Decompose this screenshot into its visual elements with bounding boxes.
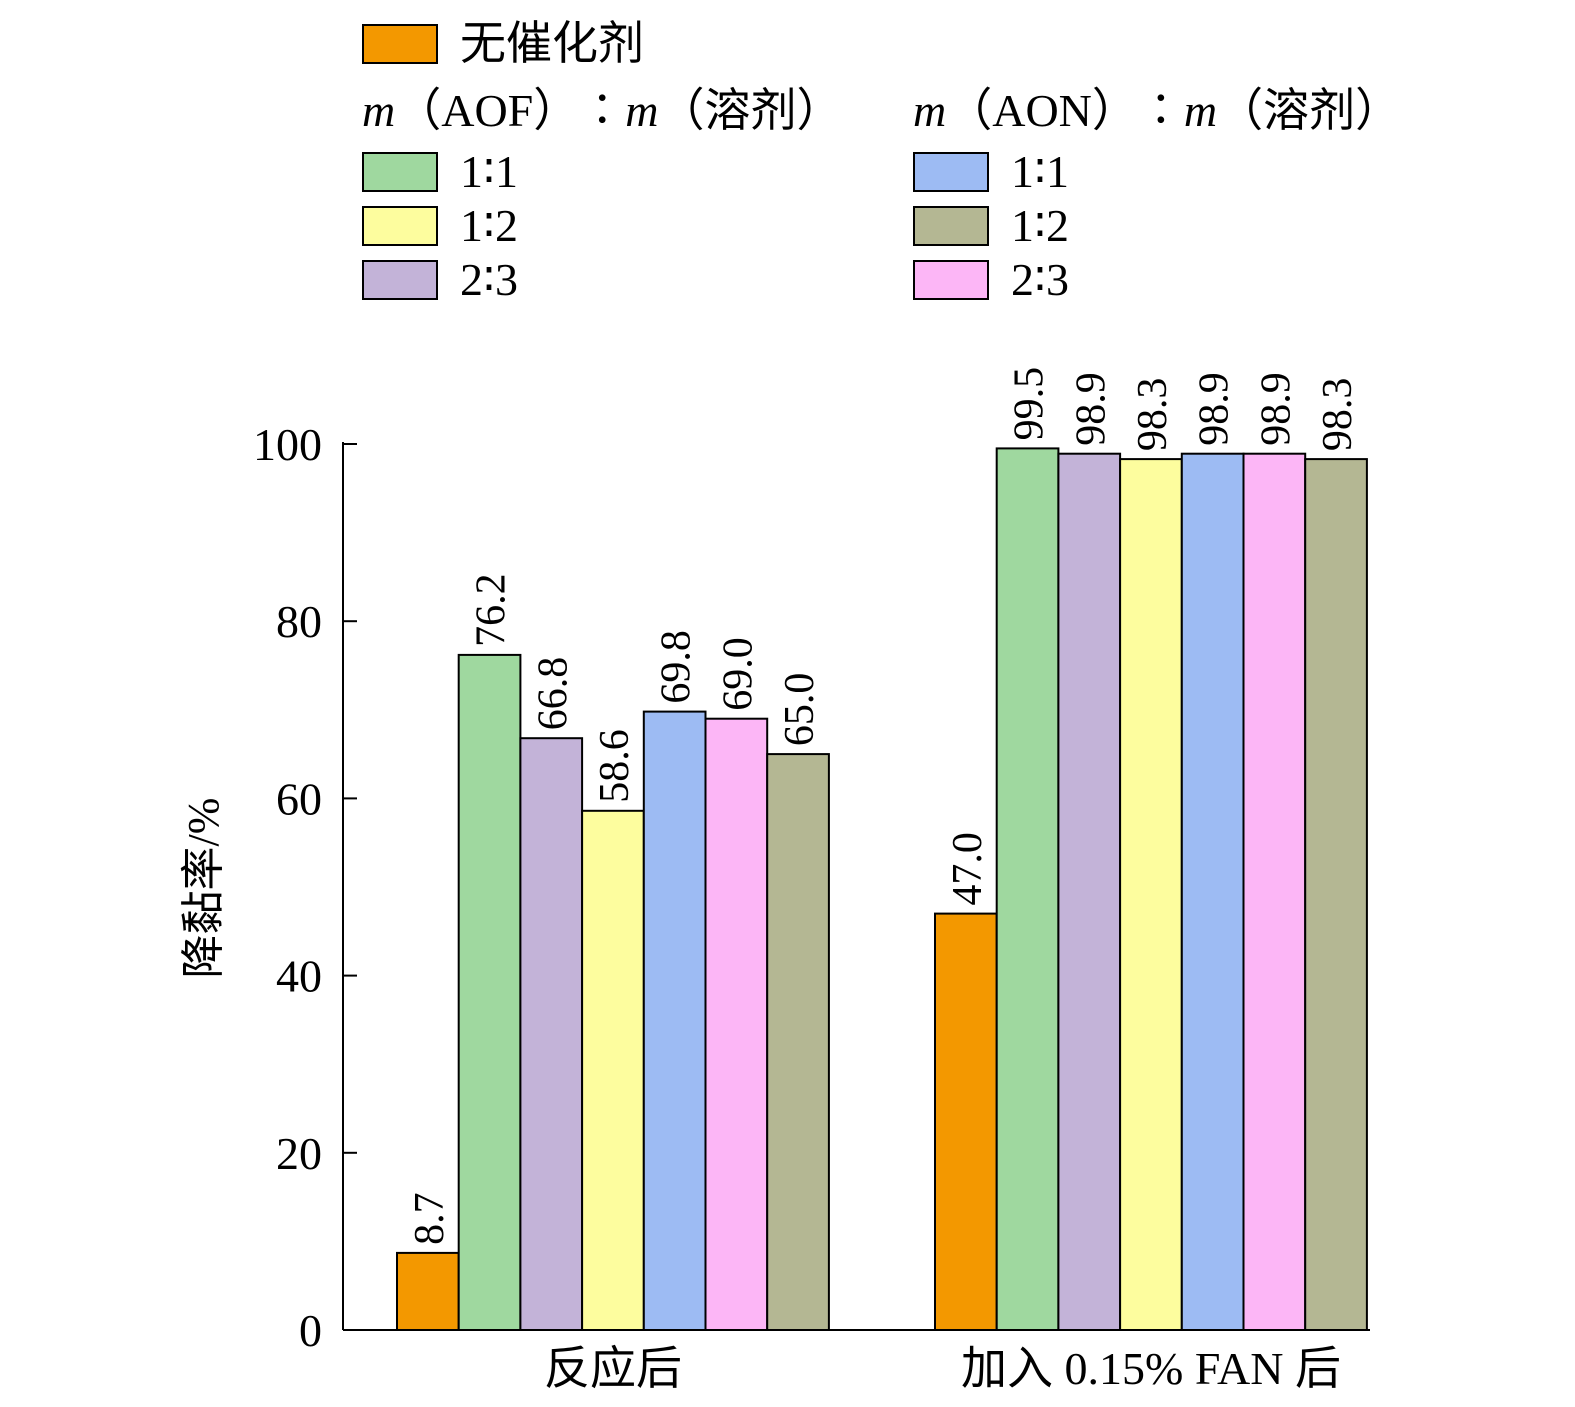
legend-swatch-aon-1-2: [913, 206, 989, 246]
bar-1-1: [396, 1251, 460, 1332]
bar-1-4: [581, 809, 645, 1331]
bar-2-1: [934, 912, 998, 1331]
y-tick-label-4: 80: [276, 596, 322, 647]
value-label-1-4: 58.6: [592, 729, 638, 803]
bar-1-5: [642, 710, 707, 1331]
legend-item-aof-1-2: 1∶2: [362, 200, 518, 251]
legend-label-aon-1-2: 1∶2: [1011, 200, 1069, 251]
value-label-1-6: 69.0: [715, 637, 761, 711]
bar-2-3: [1057, 452, 1122, 1331]
value-label-1-5: 69.8: [654, 630, 700, 704]
bar-2-5: [1180, 452, 1245, 1331]
category-label-1: 反应后: [544, 1343, 682, 1394]
value-label-1-1: 8.7: [407, 1192, 453, 1245]
y-tick-label-0: 0: [299, 1305, 322, 1356]
legend-heading-aof-m1: m: [362, 85, 396, 136]
bar-1-2: [457, 653, 522, 1331]
value-label-1-7: 65.0: [777, 673, 823, 747]
legend-heading-aon-m1: m: [913, 85, 947, 136]
bar-2-2: [995, 447, 1060, 1331]
legend-swatch-aof-1-2: [362, 206, 438, 246]
legend-swatch-aon-2-3: [913, 260, 989, 300]
legend-item-aof-2-3: 2∶3: [362, 254, 518, 305]
legend-item-aon-1-2: 1∶2: [913, 200, 1069, 251]
legend-item-aon-1-1: 1∶1: [913, 146, 1069, 197]
value-label-2-6: 98.9: [1253, 372, 1299, 446]
legend-label-aon-1-1: 1∶1: [1011, 146, 1069, 197]
legend-heading-aon: m（AON）∶m（溶剂）: [913, 88, 1401, 134]
legend-swatch-aof-2-3: [362, 260, 438, 300]
bars-layer: [396, 447, 1368, 1332]
bar-1-7: [766, 753, 830, 1331]
legend-heading-aof: m（AOF）∶m（溶剂）: [362, 88, 843, 134]
legend-label-no-catalyst: 无催化剂: [460, 18, 644, 69]
value-label-2-2: 99.5: [1007, 367, 1053, 441]
legend-heading-aof-part2: （溶剂）: [658, 85, 843, 136]
legend-heading-aof-part1: （AOF）∶: [395, 85, 626, 136]
value-label-1-2: 76.2: [469, 573, 515, 647]
y-axis-label: 降黏率/%: [179, 798, 228, 979]
legend-swatch-aof-1-1: [362, 152, 438, 192]
value-label-2-4: 98.3: [1130, 378, 1176, 452]
legend-heading-aon-m2: m: [1183, 85, 1218, 136]
bar-2-4: [1119, 458, 1183, 1332]
bar-2-7: [1304, 458, 1368, 1332]
bar-1-6: [704, 717, 769, 1331]
legend-swatch-aon-1-1: [913, 152, 989, 192]
y-tick-label-2: 40: [276, 951, 322, 1002]
value-label-1-3: 66.8: [530, 657, 576, 731]
value-label-2-7: 98.3: [1315, 378, 1361, 452]
y-tick-label-5: 100: [253, 419, 322, 470]
legend-heading-aon-part2: （溶剂）: [1217, 85, 1402, 136]
legend-heading-aof-m2: m: [625, 85, 659, 136]
legend-swatch-no-catalyst: [362, 24, 438, 64]
legend-label-aon-2-3: 2∶3: [1011, 254, 1069, 305]
value-label-2-3: 98.9: [1068, 372, 1114, 446]
legend-label-aof-1-1: 1∶1: [460, 146, 518, 197]
legend-label-aof-1-2: 1∶2: [460, 200, 518, 251]
value-label-2-5: 98.9: [1192, 372, 1238, 446]
bar-2-6: [1242, 452, 1307, 1331]
legend-label-aof-2-3: 2∶3: [460, 254, 518, 305]
y-tick-label-3: 60: [276, 773, 322, 824]
value-labels-layer: 8.7 76.2 66.8 58.6 69.8 69.0 65.0 47.0 99.5 98.9 9…: [407, 367, 1361, 1245]
value-label-2-1: 47.0: [945, 832, 991, 906]
legend-item-aon-2-3: 2∶3: [913, 254, 1069, 305]
legend-item-no-catalyst: 无催化剂: [362, 18, 644, 69]
y-tick-label-1: 20: [276, 1128, 322, 1179]
legend-heading-aon-part1: （AON）∶: [946, 85, 1184, 136]
bar-1-3: [519, 737, 584, 1331]
category-label-2: 加入 0.15% FAN 后: [961, 1343, 1341, 1394]
axes-layer: 反应后 加入 0.15% FAN 后 0 20 40 60 80 100: [253, 419, 1370, 1394]
legend-item-aof-1-1: 1∶1: [362, 146, 518, 197]
